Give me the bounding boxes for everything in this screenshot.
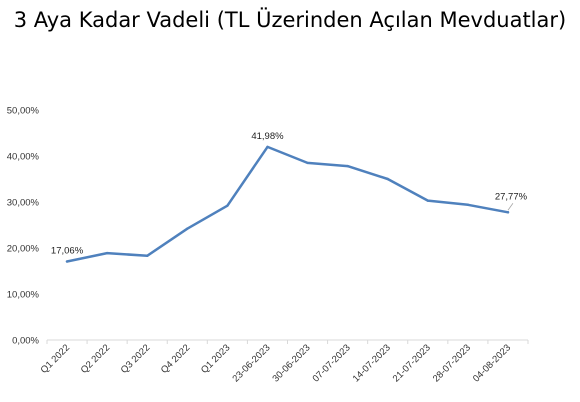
data-point	[266, 145, 269, 149]
y-tick-label: 0,00%	[12, 336, 39, 347]
y-tick-label: 10,00%	[7, 290, 40, 301]
data-point	[426, 199, 429, 202]
data-point	[506, 211, 510, 214]
data-point	[386, 177, 389, 181]
data-point	[466, 203, 470, 206]
data-point	[186, 227, 189, 230]
series-line	[65, 145, 510, 263]
data-points	[65, 145, 510, 263]
y-tick-label: 30,00%	[7, 198, 40, 209]
x-tick-label: Q3 2022	[119, 342, 153, 376]
data-point	[146, 254, 149, 258]
data-point	[306, 161, 309, 165]
x-tick-label: 28-07-2023	[431, 342, 473, 384]
data-point	[346, 164, 349, 168]
x-tick-label: 21-07-2023	[391, 342, 433, 384]
x-tick-label: 14-07-2023	[351, 342, 393, 384]
y-tick-label: 40,00%	[7, 152, 40, 163]
data-labels: 17,06% 41,98% 27,77%	[51, 131, 528, 257]
y-tick-label: 50,00%	[7, 106, 40, 117]
data-label-leader	[507, 203, 514, 211]
x-tick-label: Q2 2022	[79, 342, 113, 376]
data-label: 27,77%	[495, 191, 528, 202]
x-tick-label: 30-06-2023	[271, 342, 313, 384]
y-tick-label: 20,00%	[7, 244, 40, 255]
data-label: 17,06%	[51, 246, 84, 257]
chart-title: 3 Aya Kadar Vadeli (TL Üzerinden Açılan …	[13, 8, 567, 32]
data-point	[226, 204, 229, 207]
x-axis: Q1 2022 Q2 2022 Q3 2022 Q4 2022 Q1 202323-06…	[39, 340, 529, 384]
y-axis: 0,00% 10,00% 20,00% 30,00% 40,00% 50,00%	[7, 106, 40, 347]
data-point	[65, 260, 69, 263]
x-tick-label: Q4 2022	[159, 342, 193, 376]
x-tick-label: 04-08-2023	[471, 342, 513, 384]
x-tick-label: Q1 2022	[39, 342, 73, 376]
x-tick-label: 23-06-2023	[230, 342, 272, 384]
x-tick-label: Q1 2023	[199, 342, 233, 376]
data-label: 41,98%	[251, 131, 284, 142]
x-tick-label: 07-07-2023	[311, 342, 353, 384]
data-point	[105, 251, 109, 255]
